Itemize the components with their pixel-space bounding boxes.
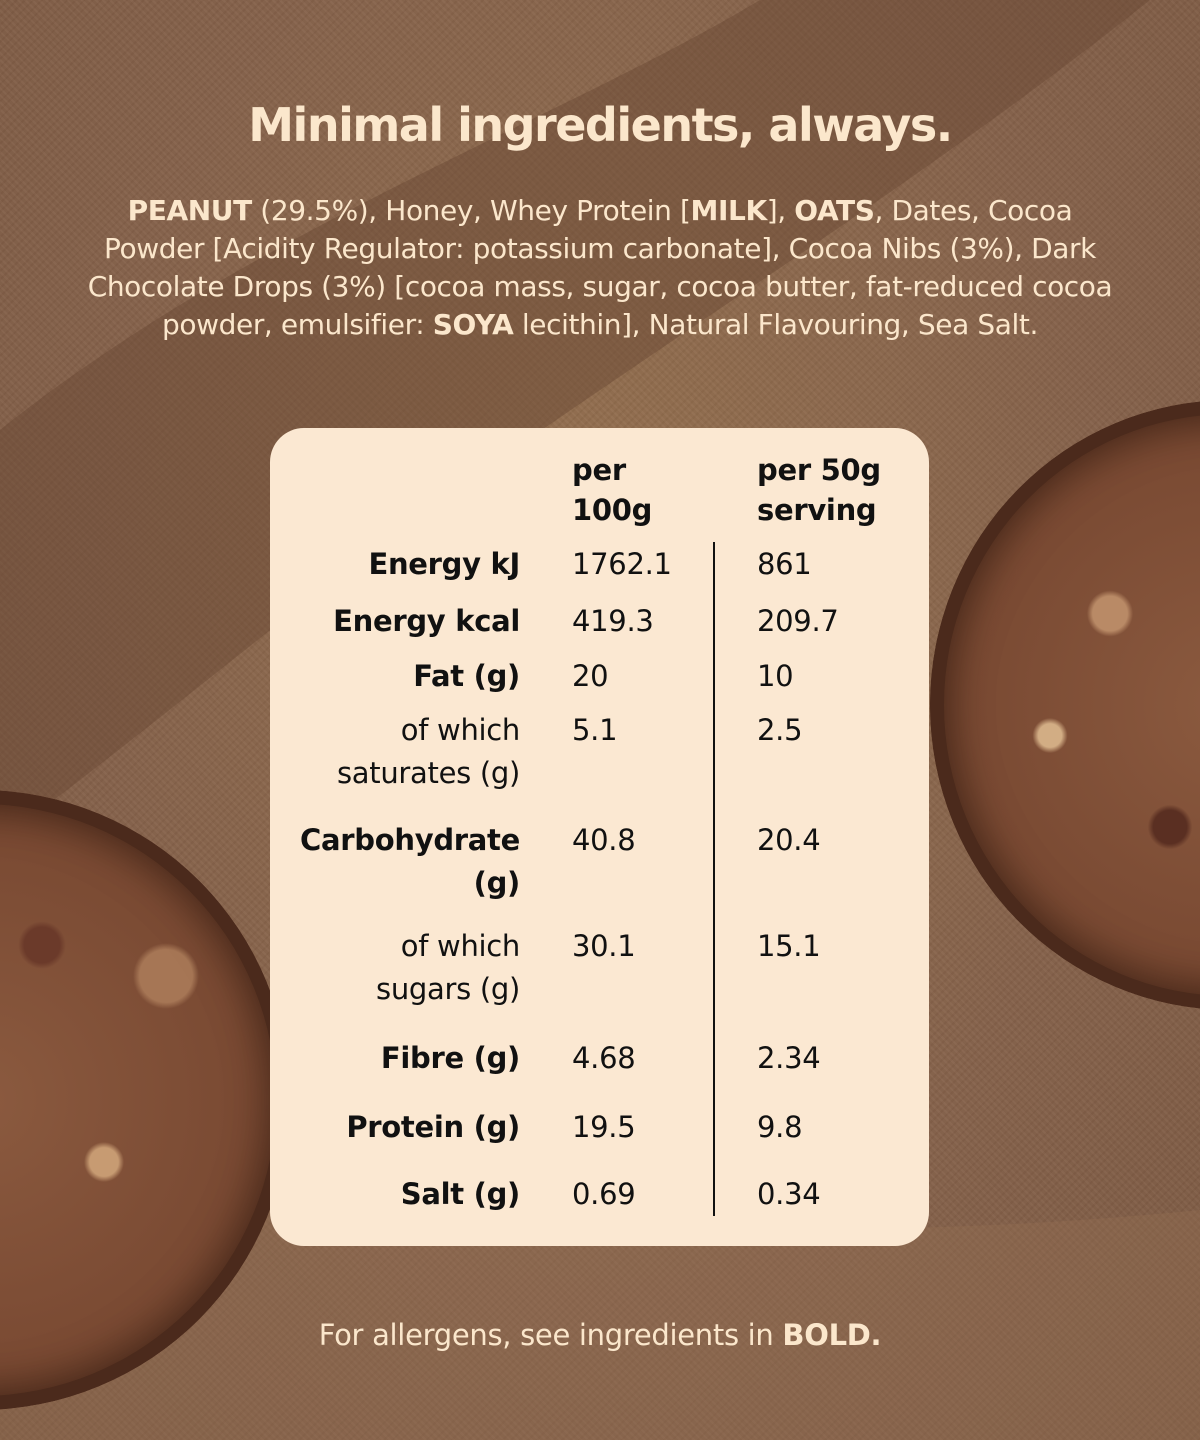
- value-per-serving: 0.34: [757, 1177, 821, 1211]
- value-per-serving: 861: [757, 547, 812, 581]
- page-title: Minimal ingredients, always.: [248, 98, 953, 152]
- nutrient-label: Energy kJ: [368, 547, 520, 581]
- nutrient-label: Fat (g): [413, 659, 520, 693]
- ingredient-text: lecithin], Natural Flavouring, Sea Salt.: [513, 308, 1038, 341]
- value-per-100g: 1762.1: [572, 547, 672, 581]
- value-per-serving: 2.5: [757, 713, 803, 747]
- column-header-per-100g: per 100g: [572, 453, 653, 527]
- value-per-serving: 9.8: [757, 1110, 803, 1144]
- ingredient-text: (29.5%), Honey, Whey Protein [: [251, 194, 691, 227]
- allergen-ingredient: OATS: [794, 194, 875, 227]
- ingredients-list: PEANUT (29.5%), Honey, Whey Protein [MIL…: [80, 192, 1120, 344]
- allergen-ingredient: PEANUT: [127, 194, 253, 227]
- ingredient-text: , Dates, Cocoa Powder [Acidity Regulator…: [87, 194, 1113, 341]
- value-per-100g: 0.69: [572, 1177, 636, 1211]
- value-per-100g: 419.3: [572, 604, 654, 638]
- nutrient-label: Carbohydrate (g): [300, 823, 520, 900]
- value-per-100g: 5.1: [572, 713, 618, 747]
- nutrient-label: Protein (g): [346, 1110, 520, 1144]
- nutrient-label: Fibre (g): [380, 1041, 520, 1075]
- value-per-serving: 10: [757, 659, 794, 693]
- nutrient-label: of which saturates (g): [336, 713, 520, 790]
- value-per-100g: 19.5: [572, 1110, 636, 1144]
- nutrient-label: Energy kcal: [333, 604, 520, 638]
- allergen-ingredient: SOYA: [432, 308, 514, 341]
- nutrient-label: of which sugars (g): [376, 929, 520, 1006]
- value-per-100g: 4.68: [572, 1041, 636, 1075]
- value-per-serving: 2.34: [757, 1041, 821, 1075]
- nutrition-table: per 100g per 50g serving Energy kJ 1762.1…: [270, 428, 929, 1246]
- allergen-note: For allergens, see ingredients in BOLD.: [318, 1318, 882, 1352]
- nutrient-label: Salt (g): [400, 1177, 521, 1211]
- ingredient-text: ],: [766, 194, 795, 227]
- value-per-serving: 15.1: [757, 929, 821, 963]
- value-per-100g: 20: [572, 659, 609, 693]
- value-per-100g: 30.1: [572, 929, 636, 963]
- column-divider: [713, 542, 715, 1216]
- value-per-100g: 40.8: [572, 823, 636, 857]
- value-per-serving: 20.4: [757, 823, 821, 857]
- column-header-per-serving: per 50g serving: [757, 453, 881, 527]
- value-per-serving: 209.7: [757, 604, 839, 638]
- allergen-ingredient: MILK: [690, 194, 768, 227]
